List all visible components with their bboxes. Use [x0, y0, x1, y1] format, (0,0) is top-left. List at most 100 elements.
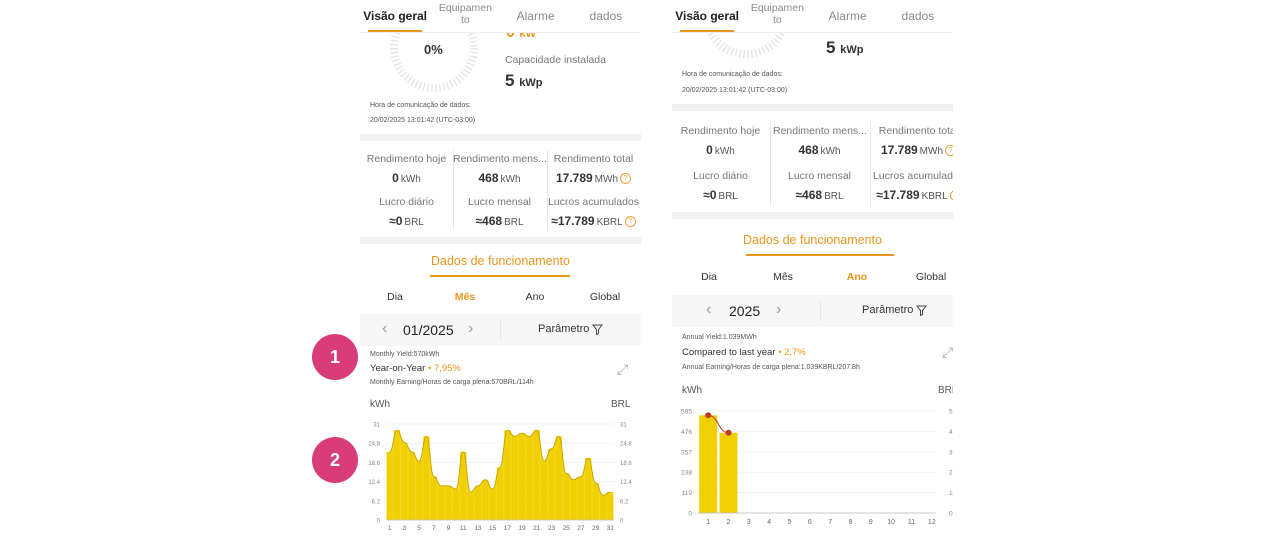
tab-data[interactable]: dados — [589, 9, 623, 23]
y-tick-label: 476 — [681, 429, 692, 436]
parameter-button[interactable]: Parâmetro — [862, 304, 914, 316]
y2-tick-label: 357 — [949, 449, 953, 456]
period-day[interactable]: Dia — [701, 271, 717, 283]
bar — [541, 461, 548, 520]
data-point — [705, 412, 712, 419]
x-tick-label: 29 — [592, 525, 600, 532]
bar — [511, 436, 518, 520]
tab-alarm[interactable]: Alarme — [516, 9, 555, 23]
period-year[interactable]: Ano — [525, 291, 545, 303]
stat-label: Rendimento mens... — [773, 125, 867, 137]
y-tick-label: 18.6 — [368, 461, 380, 467]
stat-profit-month: Lucro mensal ≈468 BRL — [453, 196, 546, 228]
date-value[interactable]: 2025 — [729, 303, 761, 319]
tab-equipment[interactable]: Equipamen to — [438, 2, 492, 26]
step-badge-2: 2 — [312, 437, 358, 483]
period-selector: Dia Mês Ano Global — [672, 265, 953, 289]
divider — [547, 150, 548, 230]
expand-icon[interactable]: ⤢ — [617, 361, 629, 377]
step-badge-1: 1 — [312, 334, 358, 380]
prev-icon[interactable]: ‹ — [706, 301, 712, 318]
next-icon[interactable]: › — [468, 320, 474, 337]
x-tick-label: 3 — [747, 519, 751, 526]
section-title: Dados de funcionamento — [431, 254, 570, 268]
stat-value: ≈0 BRL — [389, 214, 424, 228]
stat-yield-today: Rendimento hoje 0 kWh — [674, 125, 767, 157]
y-tick-label: 0 — [377, 519, 381, 525]
y-tick-label: 238 — [681, 470, 692, 477]
bar — [563, 473, 570, 520]
period-year[interactable]: Ano — [822, 265, 892, 289]
help-icon[interactable]: ? — [620, 173, 632, 185]
stat-value: ≈468 BRL — [475, 214, 524, 228]
annual-yield-chart: kWhBRL0011911923823835735747647659559512… — [681, 385, 953, 526]
y2-tick-label: 12.4 — [620, 480, 632, 486]
installed-capacity-unit: kWp — [519, 77, 543, 89]
period-month[interactable]: Mês — [430, 285, 500, 309]
x-tick-label: 19 — [518, 525, 526, 532]
tab-equipment[interactable]: Equipamen to — [750, 2, 804, 26]
x-tick-label: 27 — [577, 525, 585, 532]
installed-capacity-label: Capacidade instalada — [505, 54, 606, 66]
bar — [467, 492, 474, 520]
bar — [592, 482, 599, 520]
y-tick-label: 24.8 — [368, 442, 380, 448]
x-tick-label: 4 — [767, 519, 771, 526]
bar — [719, 432, 738, 513]
y2-tick-label: 0 — [949, 511, 953, 518]
bar — [460, 451, 467, 520]
tab-overview[interactable]: Visão geral — [360, 10, 430, 32]
tab-overview[interactable]: Visão geral — [672, 10, 742, 32]
help-icon[interactable]: ? — [949, 190, 953, 202]
help-icon[interactable]: ? — [624, 216, 636, 228]
bar — [489, 489, 496, 520]
compare-bullet: • — [778, 347, 782, 358]
stat-value: 17.789 MWh? — [547, 171, 640, 185]
stat-label: Lucro diário — [379, 196, 434, 208]
tab-data[interactable]: dados — [901, 9, 935, 23]
stat-profit-month: Lucro mensal ≈468 BRL — [773, 170, 866, 202]
top-tab-bar: Visão geral Equipamen to Alarme dados — [672, 0, 953, 33]
bar — [504, 430, 511, 520]
period-global[interactable]: Global — [915, 271, 947, 283]
bar — [445, 485, 452, 520]
data-point — [725, 429, 732, 436]
stat-label: Lucros acumulados — [547, 196, 640, 208]
expand-icon[interactable]: ⤢ — [942, 344, 953, 360]
y2-tick-label: 24.8 — [620, 442, 632, 448]
filter-icon[interactable] — [916, 305, 927, 316]
help-icon[interactable]: ? — [945, 145, 953, 157]
stat-label: Rendimento hoje — [680, 125, 761, 137]
date-value[interactable]: 01/2025 — [403, 322, 454, 338]
tab-alarm[interactable]: Alarme — [828, 9, 867, 23]
prev-icon[interactable]: ‹ — [382, 320, 388, 337]
bar — [408, 451, 415, 520]
x-tick-label: 25 — [563, 525, 571, 532]
stat-profit-daily: Lucro diário ≈0 BRL — [674, 170, 767, 202]
stat-yield-total: Rendimento total 17.789 MWh? — [547, 153, 640, 185]
period-month[interactable]: Mês — [773, 271, 793, 283]
stat-label: Lucros acumulados — [872, 170, 953, 182]
stat-yield-total: Rendimento total 17.789 MWh? — [872, 125, 953, 157]
y-tick-label: 6.2 — [372, 499, 381, 505]
parameter-button[interactable]: Parâmetro — [538, 323, 590, 335]
stat-value: ≈0 BRL — [703, 188, 738, 202]
x-tick-label: 6 — [808, 519, 812, 526]
next-icon[interactable]: › — [776, 301, 782, 318]
period-global[interactable]: Global — [589, 291, 621, 303]
divider — [820, 301, 821, 321]
stat-label: Rendimento hoje — [366, 153, 447, 165]
stat-value: 17.789 MWh? — [872, 143, 953, 157]
x-tick-label: 9 — [869, 519, 873, 526]
x-tick-label: 5 — [788, 519, 792, 526]
filter-icon[interactable] — [592, 324, 603, 335]
monthly-yield-text: Monthly Yield:570kWh — [370, 351, 440, 358]
y2-tick-label: 0 — [620, 519, 624, 525]
period-day[interactable]: Dia — [387, 291, 403, 303]
stat-label: Rendimento total — [878, 125, 953, 137]
x-tick-label: 7 — [432, 525, 436, 532]
stat-value: 468 kWh — [798, 143, 841, 157]
bar — [699, 415, 718, 513]
